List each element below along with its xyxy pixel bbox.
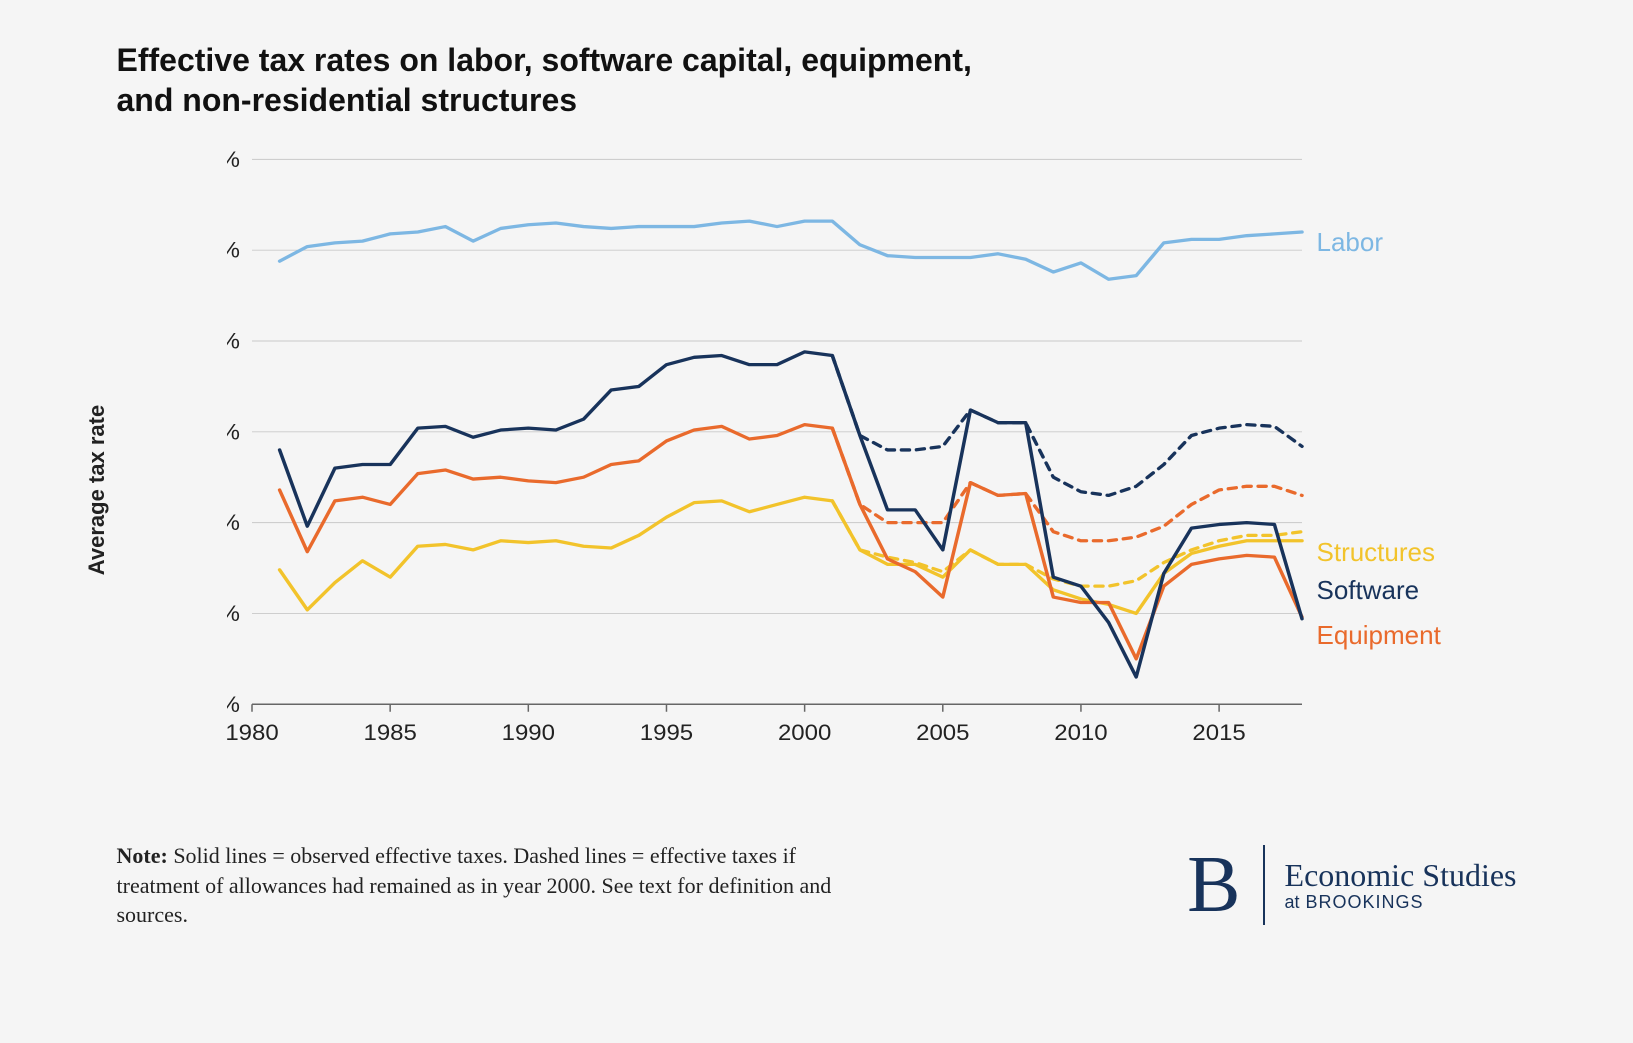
svg-text:20%: 20% <box>227 328 240 353</box>
chart-title: Effective tax rates on labor, software c… <box>117 40 1517 120</box>
svg-text:1990: 1990 <box>501 720 554 745</box>
note-text: Solid lines = observed effective taxes. … <box>117 843 832 927</box>
svg-text:2005: 2005 <box>916 720 969 745</box>
title-line-2: and non-residential structures <box>117 82 578 118</box>
y-axis-label: Average tax rate <box>84 405 110 575</box>
svg-text:1985: 1985 <box>363 720 416 745</box>
svg-text:1980: 1980 <box>227 720 279 745</box>
brookings-brand: B Economic Studies at BROOKINGS <box>1187 845 1516 925</box>
chart-footer: Note: Solid lines = observed effective t… <box>117 841 1517 930</box>
series-label-equipment: Equipment <box>1317 620 1441 651</box>
svg-text:0%: 0% <box>227 691 240 716</box>
svg-text:30%: 30% <box>227 150 240 172</box>
svg-text:25%: 25% <box>227 237 240 262</box>
svg-text:2000: 2000 <box>777 720 830 745</box>
brand-main: Economic Studies <box>1285 858 1517 893</box>
series-labels: Labor Software Equipment Structures <box>1317 150 1577 770</box>
brand-letter: B <box>1187 845 1264 925</box>
svg-text:15%: 15% <box>227 419 240 444</box>
title-line-1: Effective tax rates on labor, software c… <box>117 42 972 78</box>
svg-text:2015: 2015 <box>1192 720 1245 745</box>
brand-text: Economic Studies at BROOKINGS <box>1285 858 1517 913</box>
note-bold: Note: <box>117 843 168 868</box>
series-label-structures: Structures <box>1317 537 1436 568</box>
chart-area: Average tax rate 0%5%10%15%20%25%30%1980… <box>117 150 1517 830</box>
chart-plot: 0% 5% 10% 15% 20% 25% 30% 1980 1985 1990 1995 2000 2… <box>227 150 1307 770</box>
svg-text:10%: 10% <box>227 510 240 535</box>
chart-container: Effective tax rates on labor, software c… <box>67 0 1567 960</box>
series-label-labor: Labor <box>1317 227 1384 258</box>
brand-sub: at BROOKINGS <box>1285 893 1517 913</box>
svg-text:2010: 2010 <box>1054 720 1107 745</box>
chart-note: Note: Solid lines = observed effective t… <box>117 841 837 930</box>
svg-text:1995: 1995 <box>639 720 692 745</box>
series-label-software: Software <box>1317 575 1420 606</box>
svg-text:5%: 5% <box>227 601 240 626</box>
